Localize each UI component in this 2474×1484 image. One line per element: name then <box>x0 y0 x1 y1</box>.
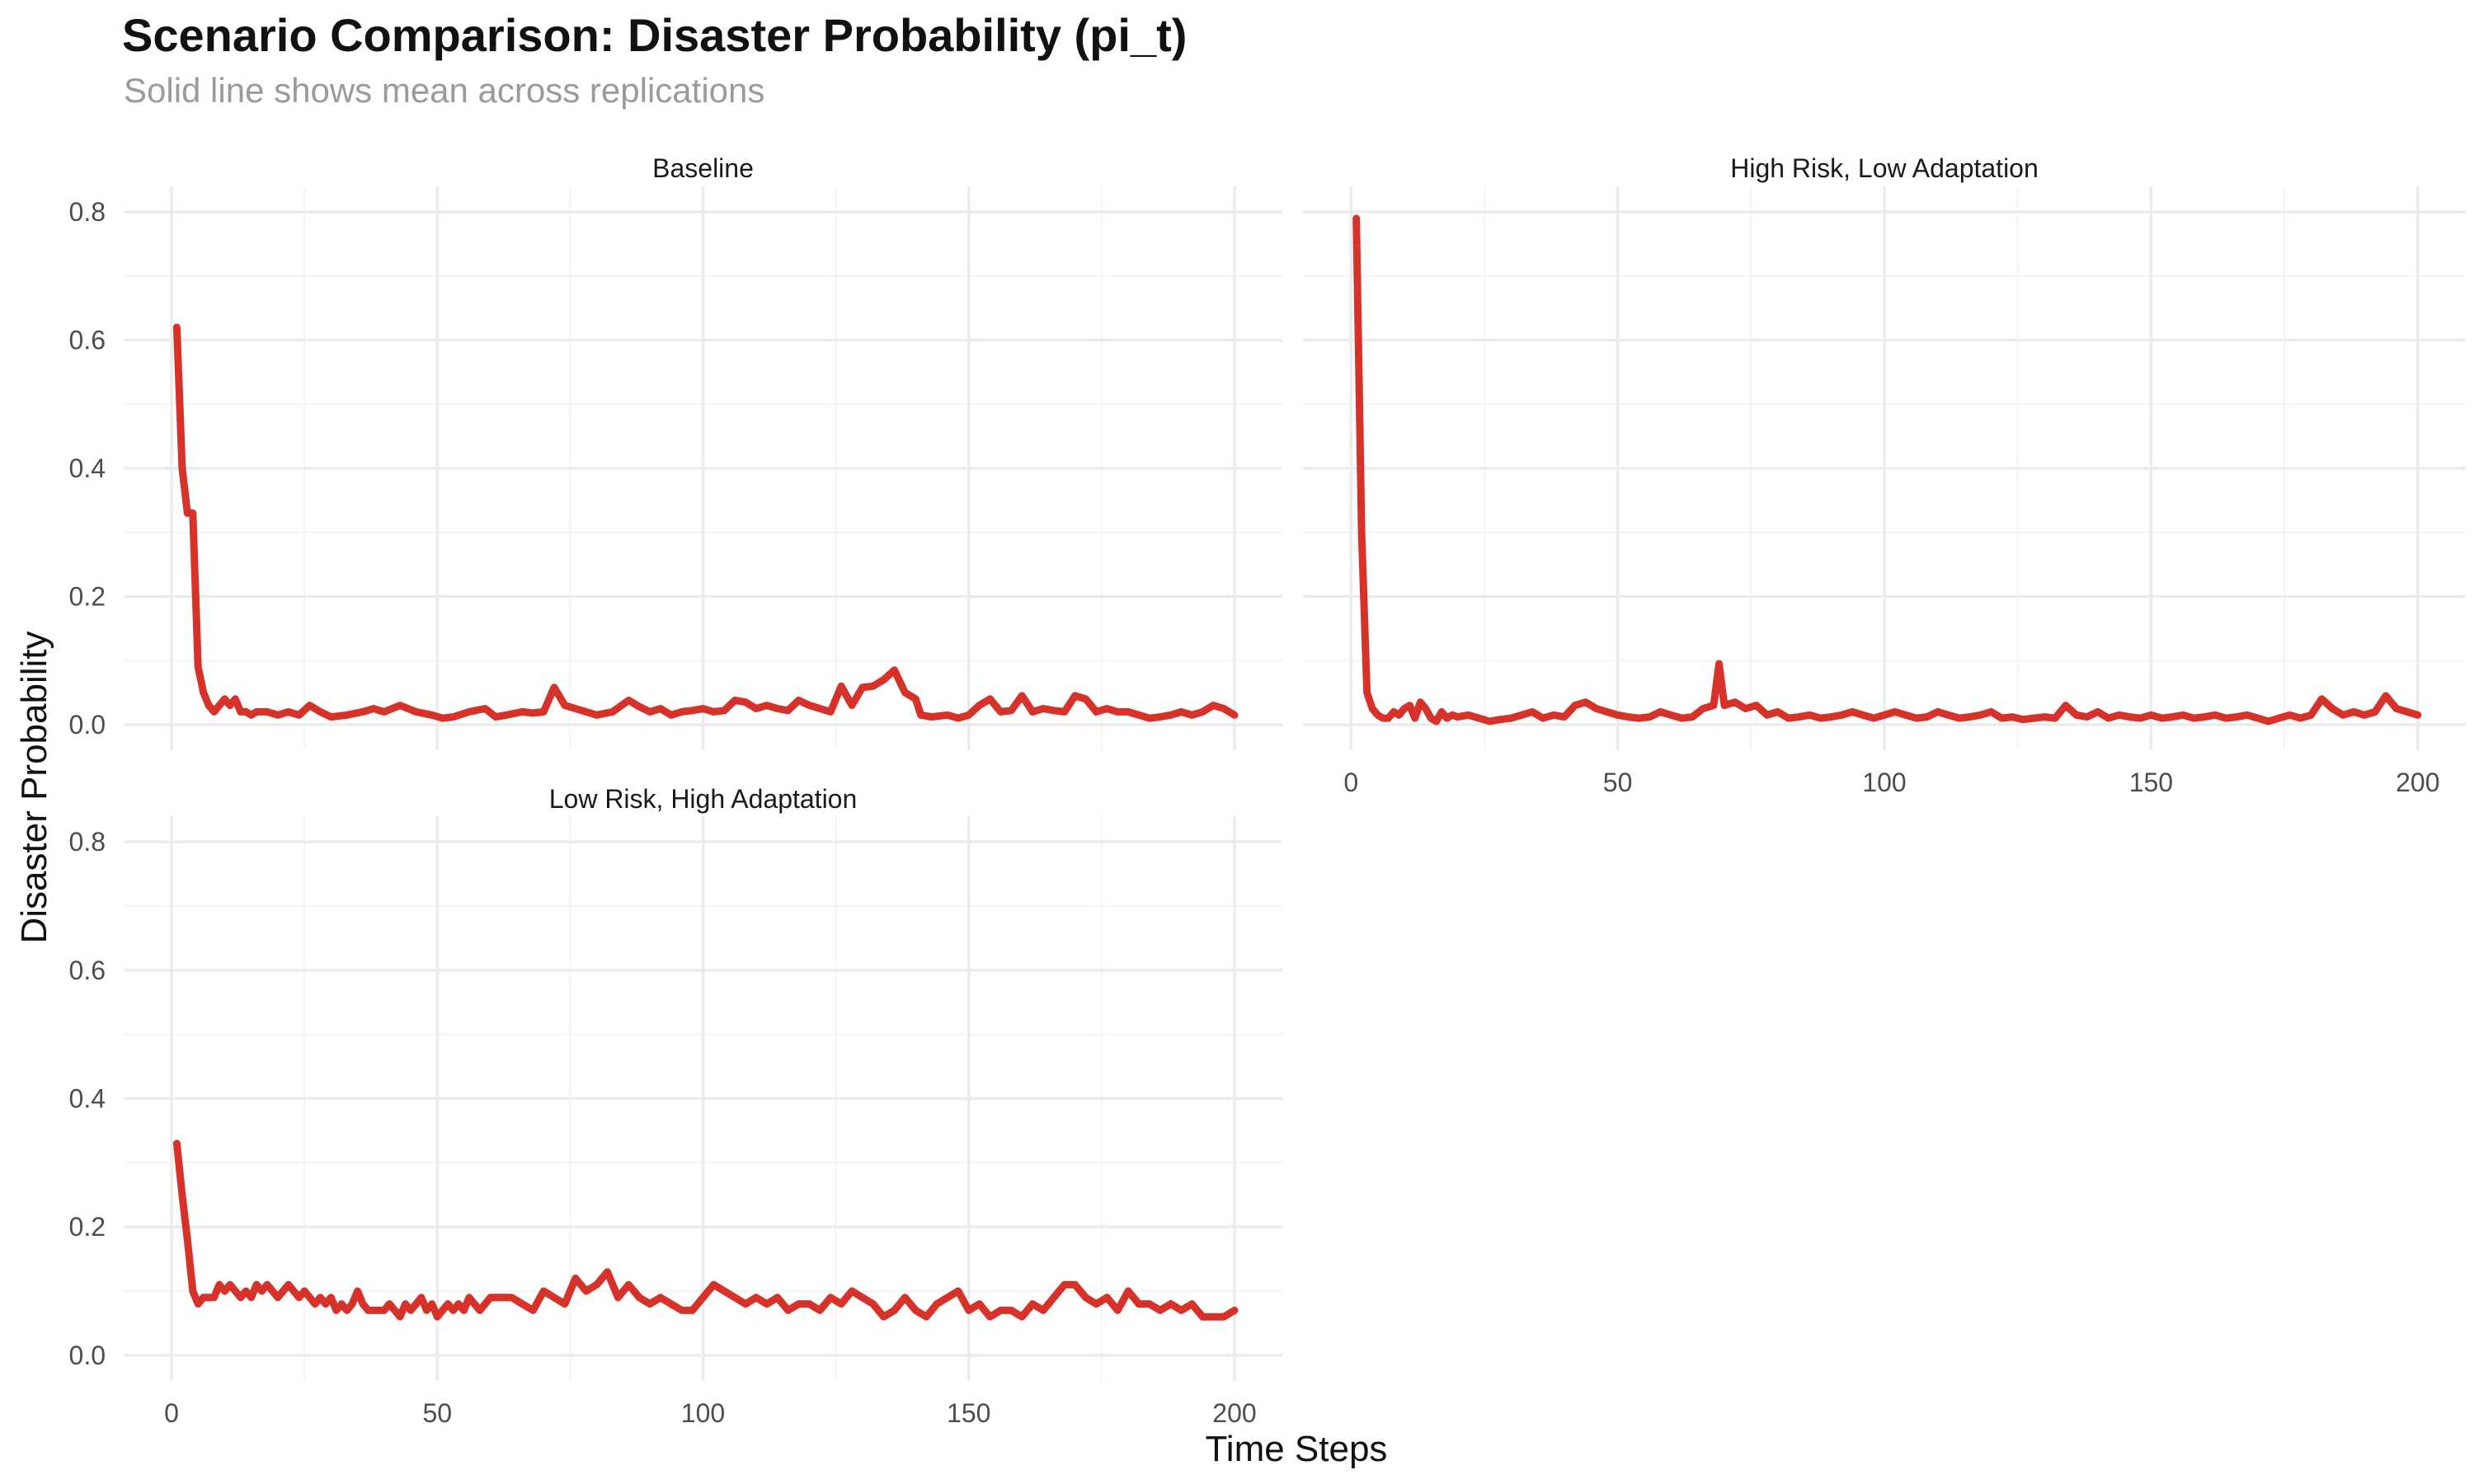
facet-strip-label: High Risk, Low Adaptation <box>1730 153 2039 183</box>
x-tick-label: 150 <box>2129 768 2173 797</box>
x-tick-label: 50 <box>422 1398 452 1428</box>
y-tick-label: 0.2 <box>69 581 106 611</box>
y-axis-title: Disaster Probability <box>14 631 54 943</box>
y-tick-label: 0.2 <box>69 1212 106 1242</box>
y-tick-label: 0.6 <box>69 956 106 985</box>
x-tick-label: 0 <box>1343 768 1358 797</box>
panel-low-risk-high-adaptation: Low Risk, High Adaptation 0.0 0.2 0.4 0.6 0.8… <box>69 784 1282 1428</box>
y-tick-label: 0.0 <box>69 1341 106 1370</box>
facet-strip-label: Low Risk, High Adaptation <box>549 784 858 814</box>
x-tick-label: 100 <box>1862 768 1906 797</box>
y-tick-label: 0.4 <box>69 1084 106 1114</box>
x-tick-label: 200 <box>2396 768 2439 797</box>
chart-title: Scenario Comparison: Disaster Probabilit… <box>122 9 1188 61</box>
x-tick-label: 100 <box>681 1398 725 1428</box>
x-tick-label: 150 <box>947 1398 990 1428</box>
panel-baseline: Baseline 0.0 0.2 0.4 0.6 0.8 <box>69 153 1282 750</box>
series-line <box>172 323 1239 722</box>
series-line <box>172 1139 1239 1321</box>
y-tick-label: 0.0 <box>69 710 106 740</box>
x-tick-label: 200 <box>1212 1398 1256 1428</box>
y-tick-label: 0.6 <box>69 326 106 355</box>
x-axis-title: Time Steps <box>1206 1429 1388 1469</box>
y-tick-label: 0.8 <box>69 197 106 227</box>
chart-subtitle: Solid line shows mean across replication… <box>124 71 765 110</box>
panel-high-risk-low-adaptation: High Risk, Low Adaptation 0 50 100 150 200 <box>1303 153 2466 797</box>
facet-strip-label: Baseline <box>652 153 754 183</box>
y-tick-label: 0.4 <box>69 453 106 483</box>
x-tick-label: 0 <box>164 1398 179 1428</box>
x-tick-label: 50 <box>1603 768 1633 797</box>
y-tick-label: 0.8 <box>69 827 106 857</box>
series-line <box>1352 214 2422 726</box>
